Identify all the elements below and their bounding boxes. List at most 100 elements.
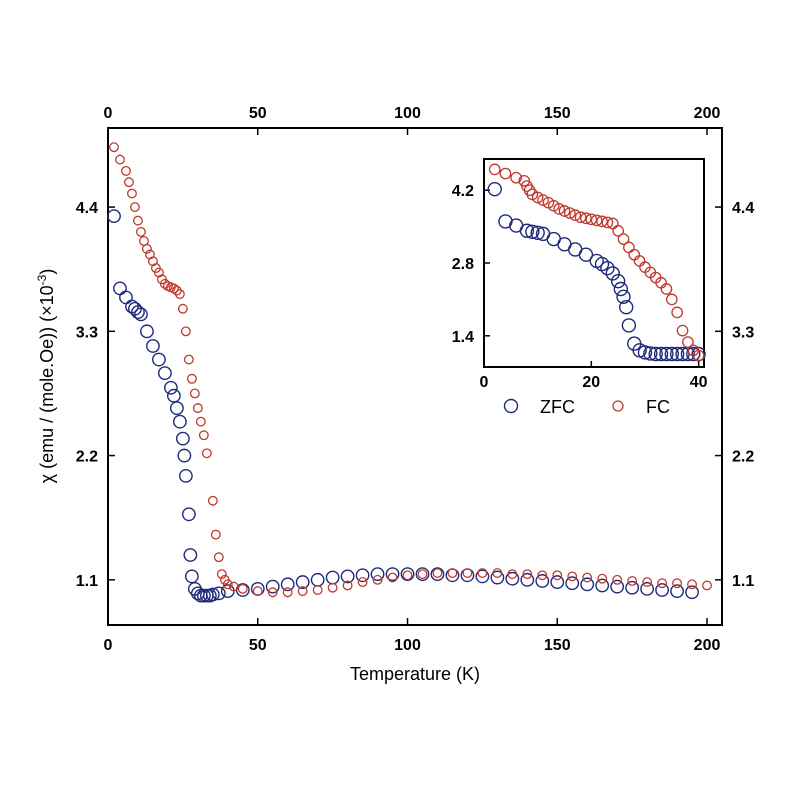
data-point-zfc xyxy=(265,579,280,594)
data-point-fc xyxy=(671,306,684,319)
data-point-zfc xyxy=(177,448,192,463)
data-point-fc xyxy=(585,213,598,226)
y-tick-label: 2.8 xyxy=(452,256,474,273)
x-tick-label: 200 xyxy=(694,637,721,654)
x-tick-label: 0 xyxy=(104,637,113,654)
inset-ticks: 0 20 40 1.4 2.8 4.2 xyxy=(452,183,708,391)
x-axis-title: Temperature (K) xyxy=(350,664,480,684)
data-point-zfc xyxy=(205,587,220,602)
data-point-fc xyxy=(477,568,488,578)
y-tick-label: 1.4 xyxy=(452,329,474,346)
data-point-zfc xyxy=(519,223,535,238)
data-point-zfc xyxy=(530,225,545,241)
data-point-fc xyxy=(207,495,218,506)
data-point-zfc xyxy=(600,261,615,276)
data-point-zfc xyxy=(578,247,594,262)
data-point-zfc xyxy=(595,578,610,593)
x-tick-label-top: 200 xyxy=(694,105,721,122)
data-point-fc xyxy=(531,191,544,204)
data-point-zfc xyxy=(430,567,445,582)
data-point-fc xyxy=(297,586,308,597)
data-point-fc xyxy=(601,216,614,229)
data-point-fc xyxy=(135,226,146,237)
data-point-fc xyxy=(171,285,182,296)
data-point-fc xyxy=(672,578,683,589)
data-point-zfc xyxy=(131,305,145,320)
data-point-fc xyxy=(627,575,638,586)
data-point-fc xyxy=(432,568,443,578)
data-point-zfc xyxy=(655,583,669,597)
data-point-zfc xyxy=(648,346,663,362)
data-point-zfc xyxy=(310,572,325,587)
data-point-zfc xyxy=(550,575,565,589)
data-point-zfc xyxy=(664,346,680,362)
data-point-zfc xyxy=(535,574,550,588)
data-point-zfc xyxy=(610,579,625,594)
data-point-fc xyxy=(462,568,473,578)
y-axis-title-main: χ (emu / (mole.Oe)) (×10 xyxy=(37,285,57,483)
data-point-zfc xyxy=(140,324,154,339)
data-point-zfc xyxy=(415,567,430,582)
data-point-fc xyxy=(676,324,689,337)
data-point-zfc xyxy=(669,346,685,362)
data-point-zfc xyxy=(475,569,490,584)
data-point-fc xyxy=(492,568,503,578)
data-point-fc xyxy=(180,326,191,337)
data-point-zfc xyxy=(355,568,370,583)
data-point-zfc xyxy=(659,346,674,362)
data-point-fc xyxy=(537,194,549,206)
y-axis-title-superscript: -3 xyxy=(35,274,49,285)
data-point-zfc xyxy=(340,569,355,584)
data-point-fc xyxy=(665,293,678,306)
data-point-zfc xyxy=(280,577,295,592)
data-point-fc xyxy=(660,283,673,295)
data-point-fc xyxy=(133,215,143,226)
data-point-zfc xyxy=(181,507,196,522)
data-point-fc xyxy=(702,580,712,591)
data-point-fc xyxy=(222,579,233,590)
x-tick-label: 20 xyxy=(582,374,600,391)
data-point-zfc xyxy=(505,571,520,586)
data-point-fc xyxy=(109,142,119,153)
data-point-fc xyxy=(574,211,587,224)
legend-label-zfc: ZFC xyxy=(540,397,575,417)
data-point-fc xyxy=(510,171,523,184)
x-tick-label-top: 100 xyxy=(394,105,421,122)
data-point-fc xyxy=(210,529,221,540)
x-tick-label-top: 0 xyxy=(104,105,113,122)
data-point-zfc xyxy=(119,290,133,305)
data-point-fc xyxy=(177,303,188,314)
data-point-fc xyxy=(192,403,203,414)
data-point-fc xyxy=(582,572,593,583)
data-point-zfc xyxy=(169,401,184,416)
data-point-fc xyxy=(612,224,624,237)
data-point-fc xyxy=(357,577,368,588)
data-point-fc xyxy=(537,570,548,581)
data-point-zfc xyxy=(625,580,640,595)
data-point-fc xyxy=(596,215,608,228)
data-point-zfc xyxy=(113,281,127,296)
data-point-fc xyxy=(198,430,209,441)
main-plot-frame xyxy=(107,127,723,626)
data-point-zfc xyxy=(670,584,684,599)
data-point-zfc xyxy=(134,307,148,322)
data-point-fc xyxy=(687,579,697,590)
data-point-fc xyxy=(682,336,694,348)
x-tick-label: 0 xyxy=(480,374,489,391)
data-point-fc xyxy=(499,167,512,180)
data-point-fc xyxy=(327,582,338,593)
data-point-fc xyxy=(552,570,563,581)
data-point-zfc xyxy=(686,346,701,362)
data-point-zfc xyxy=(172,414,187,429)
data-point-zfc xyxy=(400,567,415,582)
y-tick-label: 2.2 xyxy=(76,449,98,466)
data-point-fc xyxy=(569,209,582,222)
data-point-fc xyxy=(642,577,653,588)
data-point-zfc xyxy=(163,380,178,395)
data-point-zfc xyxy=(618,300,634,315)
data-point-fc xyxy=(564,207,576,219)
legend-marker-fc xyxy=(612,400,624,412)
data-point-zfc xyxy=(370,567,385,582)
